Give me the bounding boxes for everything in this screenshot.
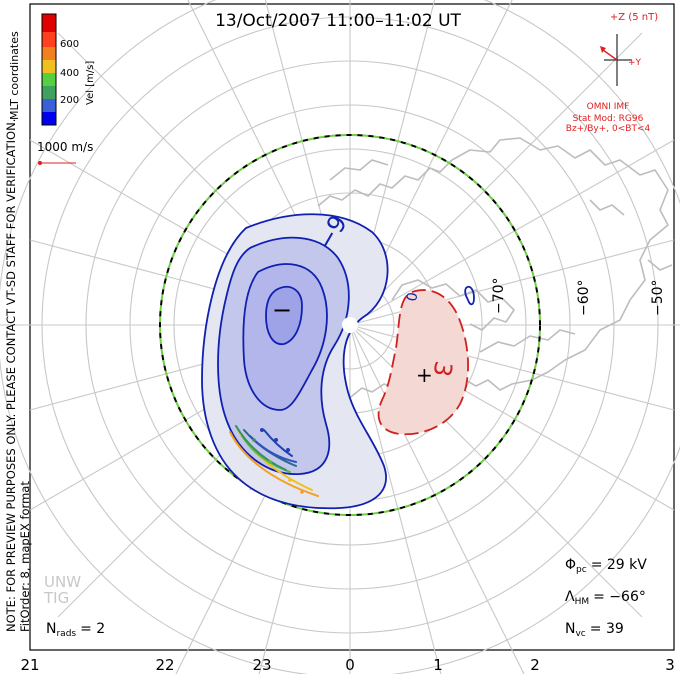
pos-potential-label: 3 (427, 359, 457, 379)
colorbar-segment (42, 73, 56, 86)
colorbar-segment (42, 86, 56, 99)
positive-cell (377, 289, 469, 436)
colorbar-segment (42, 99, 56, 112)
potential-min-marker: − (272, 296, 292, 324)
n-rads-stat: Nrads = 2 (46, 621, 105, 639)
potential-max-marker: + (416, 363, 433, 387)
imf-model-bin: Bz+/By+, 0<BT<4 (566, 124, 651, 134)
imf-y-label: +Y (628, 58, 642, 68)
pole-marker (342, 317, 358, 333)
imf-clock: +Z (5 nT) +Y OMNI IMF Stat Mod: RG96 Bz+… (566, 12, 658, 134)
zero-contour (464, 285, 475, 306)
colorbar-segment (42, 112, 56, 125)
colorbar-segment (42, 47, 56, 60)
colorbar-segment (42, 14, 56, 32)
watermark-line2: TIG (43, 589, 69, 607)
colorbar-tick-600: 600 (60, 39, 79, 50)
phi-pc-stat: Φpc = 29 kV (565, 557, 647, 575)
lat-label-50: −50° (650, 279, 666, 316)
heppner-maynard-boundary-alt (159, 134, 541, 516)
vector-scale-label: 1000 m/s (37, 140, 93, 154)
coordinates-label: MLT coordinates (8, 31, 21, 120)
mlt-label-0: 0 (345, 656, 355, 674)
imf-vector (602, 49, 618, 61)
fit-order-label: FitOrder: 8, mapEX format (18, 481, 32, 632)
colorbar-segment (42, 60, 56, 73)
imf-z-label: +Z (5 nT) (610, 12, 658, 23)
mlt-label-23: 23 (252, 656, 271, 674)
lat-label-70: −70° (491, 277, 507, 314)
vector-origins (252, 428, 304, 494)
colorbar-tick-400: 400 (60, 68, 79, 79)
zero-contour-label: 0 (404, 291, 421, 303)
colorbar-label: Vel [m/s] (85, 61, 96, 105)
neg-cell-core (265, 285, 303, 345)
mlt-label-22: 22 (155, 656, 174, 674)
lat-label-60: −60° (576, 279, 592, 316)
mlt-label-2: 2 (530, 656, 540, 674)
colorbar-tick-200: 200 (60, 95, 79, 106)
n-vc-stat: Nvc = 39 (565, 621, 624, 639)
map-title: 13/Oct/2007 11:00–11:02 UT (215, 11, 461, 31)
watermark-line1: UNW (44, 573, 81, 591)
velocity-colorbar: 600 400 200 Vel [m/s] (41, 13, 96, 126)
imf-model: Stat Mod: RG96 (573, 114, 644, 124)
mlt-label-3: 3 (665, 656, 675, 674)
mlt-label-1: 1 (433, 656, 443, 674)
preview-note: NOTE: FOR PREVIEW PURPOSES ONLY. PLEASE … (4, 119, 18, 632)
lambda-hm-stat: ΛHM = −66° (565, 589, 646, 607)
colorbar-segment (42, 32, 56, 47)
mlt-label-21: 21 (20, 656, 39, 674)
imf-source: OMNI IMF (587, 102, 630, 112)
